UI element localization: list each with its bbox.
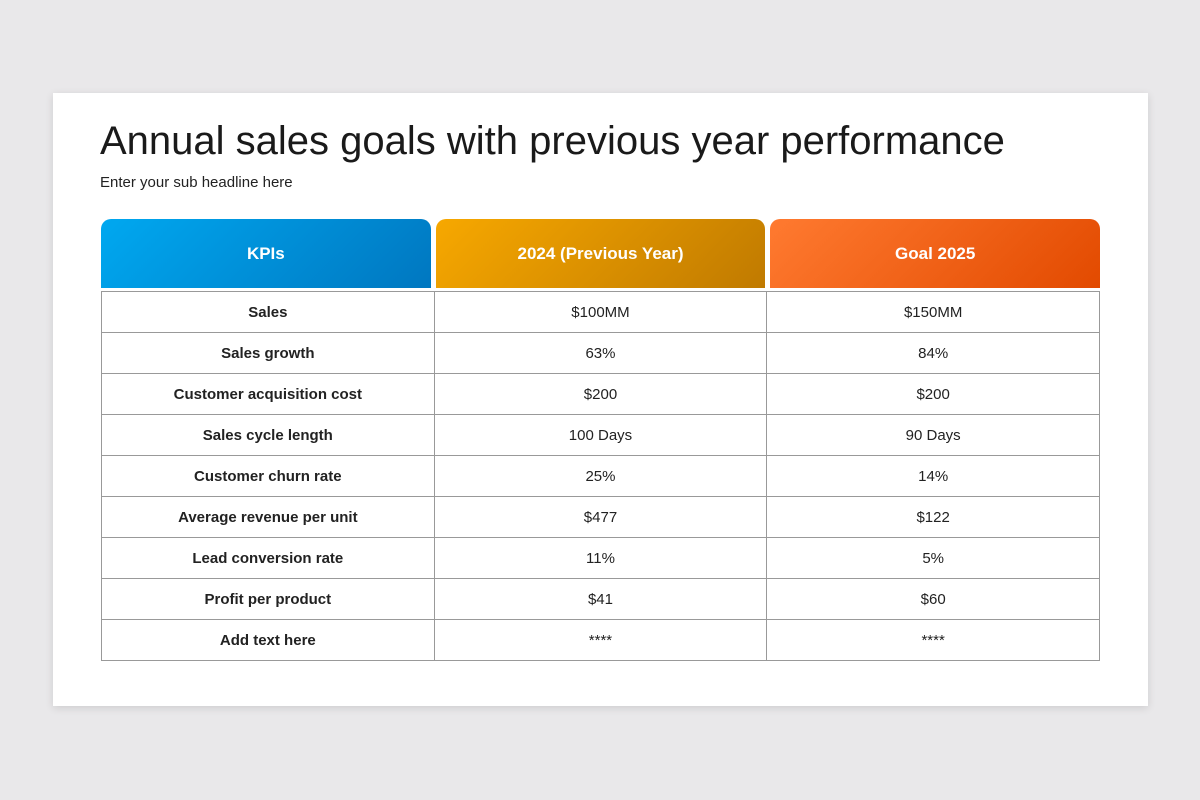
value-cell: $200 xyxy=(433,373,768,415)
value-cell: $100MM xyxy=(433,291,768,333)
value-cell: 11% xyxy=(433,537,768,579)
slide-card: Annual sales goals with previous year pe… xyxy=(53,93,1148,706)
value-cell: $200 xyxy=(766,373,1100,415)
kpi-cell: Average revenue per unit xyxy=(101,496,435,538)
value-cell: 63% xyxy=(433,332,768,374)
kpi-table: Sales $100MM $150MM Sales growth 63% 84% Custo… xyxy=(101,291,1100,661)
value-cell: 5% xyxy=(766,537,1100,579)
value-cell: $477 xyxy=(433,496,768,538)
column-header: KPIs xyxy=(101,219,431,288)
kpi-cell: Sales growth xyxy=(101,332,435,374)
value-cell: 84% xyxy=(766,332,1100,374)
value-cell: 100 Days xyxy=(433,414,768,456)
value-cell: $122 xyxy=(766,496,1100,538)
kpi-cell: Sales xyxy=(101,291,435,333)
value-cell: **** xyxy=(433,619,768,661)
value-cell: $41 xyxy=(433,578,768,620)
table-row: Sales cycle length 100 Days 90 Days xyxy=(101,414,1100,456)
kpi-cell: Profit per product xyxy=(101,578,435,620)
table-row: Sales $100MM $150MM xyxy=(101,291,1100,333)
kpi-cell: Sales cycle length xyxy=(101,414,435,456)
column-header: 2024 (Previous Year) xyxy=(435,219,766,288)
kpi-cell: Lead conversion rate xyxy=(101,537,435,579)
kpi-cell: Customer churn rate xyxy=(101,455,435,497)
kpi-cell: Customer acquisition cost xyxy=(101,373,435,415)
value-cell: $60 xyxy=(766,578,1100,620)
value-cell: **** xyxy=(766,619,1100,661)
kpi-cell: Add text here xyxy=(101,619,435,661)
column-header: Goal 2025 xyxy=(770,219,1101,288)
table-row: Lead conversion rate 11% 5% xyxy=(101,537,1100,579)
table-row: Average revenue per unit $477 $122 xyxy=(101,496,1100,538)
table-row: Customer churn rate 25% 14% xyxy=(101,455,1100,497)
table-row: Add text here **** **** xyxy=(101,619,1100,661)
table-row: Sales growth 63% 84% xyxy=(101,332,1100,374)
value-cell: 90 Days xyxy=(766,414,1100,456)
value-cell: 25% xyxy=(433,455,768,497)
table-header: KPIs 2024 (Previous Year) Goal 2025 xyxy=(101,219,1101,288)
title: Annual sales goals with previous year pe… xyxy=(100,119,1005,163)
table-row: Profit per product $41 $60 xyxy=(101,578,1100,620)
value-cell: $150MM xyxy=(766,291,1100,333)
value-cell: 14% xyxy=(766,455,1100,497)
subtitle: Enter your sub headline here xyxy=(100,174,293,191)
table-row: Customer acquisition cost $200 $200 xyxy=(101,373,1100,415)
